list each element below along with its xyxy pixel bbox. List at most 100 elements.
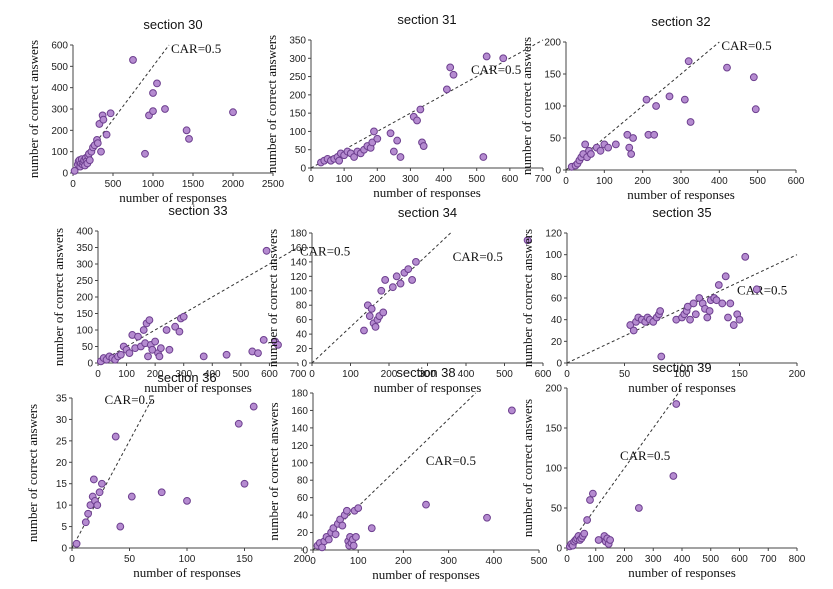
data-point — [161, 105, 169, 113]
y-tick-label: 35 — [56, 394, 68, 405]
y-tick-label: 100 — [545, 464, 562, 475]
x-tick-label: 300 — [402, 174, 419, 185]
data-point — [145, 316, 154, 325]
data-point — [222, 350, 231, 359]
y-tick-label: 10 — [56, 501, 68, 512]
data-point — [254, 349, 262, 358]
data-point — [370, 127, 378, 136]
data-point — [741, 252, 750, 261]
data-point — [388, 283, 397, 292]
data-point — [95, 488, 104, 497]
data-point — [642, 95, 651, 104]
data-point — [665, 92, 674, 101]
data-point — [714, 281, 723, 289]
data-point — [703, 313, 712, 322]
data-point — [523, 236, 532, 245]
data-point — [416, 105, 425, 114]
y-tick-label: 140 — [291, 423, 308, 434]
x-tick-label: 0 — [310, 556, 316, 567]
y-tick-label: 15 — [56, 479, 68, 490]
data-point — [499, 54, 508, 63]
data-point — [373, 134, 382, 143]
data-point — [98, 479, 106, 488]
data-point — [324, 535, 333, 544]
data-point — [689, 299, 698, 308]
chart-title: section 33 — [168, 203, 227, 218]
data-point — [587, 150, 595, 158]
chart-title: section 34 — [398, 205, 457, 220]
chart-title: section 30 — [143, 17, 202, 32]
y-tick-label: 80 — [296, 301, 308, 312]
data-point — [343, 506, 351, 515]
data-point — [672, 400, 681, 408]
y-tick-label: 200 — [544, 38, 561, 49]
data-point — [413, 116, 421, 125]
data-point — [396, 153, 405, 161]
data-point — [586, 496, 594, 504]
x-tick-label: 700 — [760, 554, 777, 565]
data-point — [171, 322, 180, 331]
data-point — [606, 536, 615, 544]
x-axis-label: number of responses — [372, 567, 480, 582]
data-point — [422, 500, 430, 509]
y-tick-label: 40 — [551, 315, 563, 326]
x-tick-label: 600 — [788, 176, 805, 187]
x-tick-label: 500 — [233, 369, 250, 380]
car-label: CAR=0.5 — [721, 38, 771, 53]
data-point — [338, 521, 347, 530]
data-point — [134, 332, 142, 341]
data-point — [377, 286, 386, 295]
x-tick-label: 100 — [587, 554, 604, 565]
x-tick-label: 0 — [70, 179, 76, 190]
x-tick-label: 300 — [440, 556, 457, 567]
data-point — [81, 518, 90, 527]
x-tick-label: 150 — [731, 369, 748, 380]
data-point — [691, 310, 700, 319]
chart-panel-1: 0 100 200 300 400 500 600 0 500 1000 1500 2000 2500 C… — [26, 17, 285, 205]
x-tick-label: 100 — [350, 556, 367, 567]
data-point — [111, 432, 120, 441]
chart-title: section 31 — [397, 12, 456, 27]
data-point — [151, 337, 160, 346]
x-tick-label: 600 — [502, 174, 519, 185]
data-point — [162, 326, 171, 334]
data-point — [360, 326, 368, 335]
y-tick-label: 0 — [556, 359, 562, 370]
data-point — [139, 326, 148, 334]
x-tick-label: 100 — [118, 369, 135, 380]
data-point — [718, 299, 727, 308]
x-tick-label: 1000 — [142, 179, 165, 190]
y-tick-label: 0 — [302, 546, 308, 557]
x-tick-label: 0 — [308, 174, 314, 185]
data-point — [581, 140, 590, 149]
x-tick-label: 300 — [645, 554, 662, 565]
data-point — [354, 504, 363, 513]
y-tick-label: 0 — [62, 169, 68, 180]
data-point — [274, 340, 282, 349]
y-axis-label: number of correct answers — [520, 399, 535, 537]
x-tick-label: 400 — [458, 369, 475, 380]
data-point — [751, 105, 760, 114]
data-point — [683, 302, 692, 311]
data-point — [367, 304, 376, 313]
data-point — [102, 130, 111, 139]
data-point — [625, 143, 634, 152]
data-point — [629, 326, 638, 335]
data-point — [449, 70, 458, 79]
data-point — [408, 276, 417, 284]
data-point — [331, 530, 340, 539]
y-tick-label: 150 — [545, 424, 562, 435]
x-tick-label: 700 — [290, 369, 307, 380]
data-point — [404, 265, 413, 274]
x-tick-label: 0 — [309, 369, 315, 380]
y-tick-label: 160 — [291, 406, 308, 417]
y-tick-label: 200 — [76, 293, 93, 304]
data-point — [479, 153, 488, 161]
data-point — [72, 539, 81, 548]
y-tick-label: 100 — [290, 286, 307, 297]
x-tick-label: 500 — [105, 179, 122, 190]
y-tick-label: 200 — [545, 384, 562, 395]
car-label: CAR=0.5 — [105, 392, 155, 407]
x-tick-label: 50 — [124, 554, 136, 565]
data-point — [240, 479, 249, 488]
